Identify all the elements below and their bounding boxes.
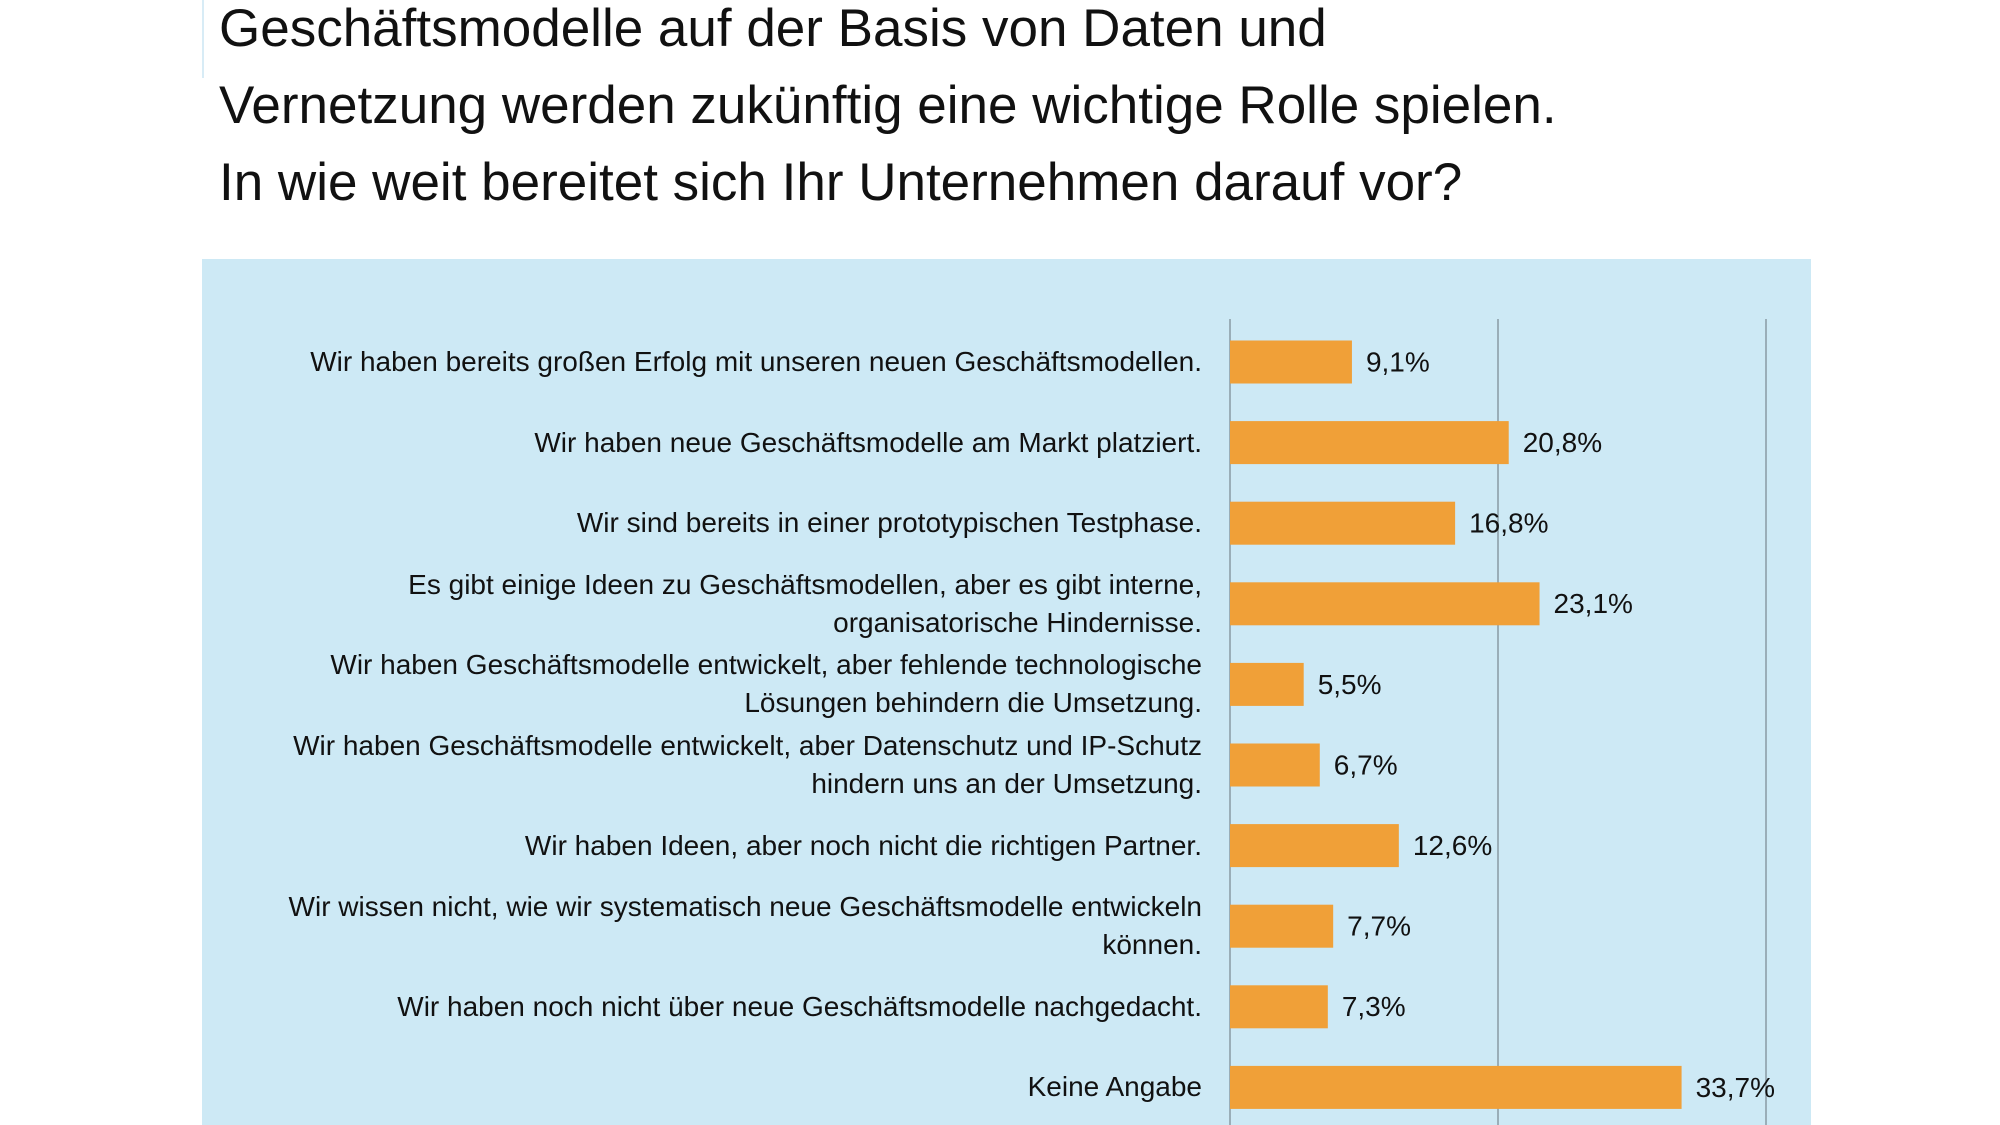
category-label: Wir haben neue Geschäftsmodelle am Markt… bbox=[534, 426, 1202, 458]
value-label: 12,6% bbox=[1413, 830, 1492, 861]
chart-title: Geschäftsmodelle auf der Basis von Daten… bbox=[219, 0, 1557, 221]
category-label: Wir haben bereits großen Erfolg mit unse… bbox=[310, 346, 1202, 377]
value-label: 6,7% bbox=[1334, 749, 1398, 780]
value-label: 33,7% bbox=[1696, 1072, 1775, 1103]
value-label: 9,1% bbox=[1366, 346, 1430, 377]
value-label: 5,5% bbox=[1318, 669, 1382, 700]
category-label: Wir haben Ideen, aber noch nicht die ric… bbox=[524, 829, 1202, 861]
bar bbox=[1230, 1065, 1682, 1109]
bar bbox=[1230, 501, 1456, 545]
title-line: In wie weit bereitet sich Ihr Unternehme… bbox=[219, 153, 1463, 212]
value-label: 16,8% bbox=[1469, 508, 1548, 539]
edge-line bbox=[202, 0, 204, 78]
bar bbox=[1230, 985, 1328, 1029]
category-label: Wir haben Geschäftsmodelle entwickelt, a… bbox=[330, 649, 1202, 719]
category-label: Es gibt einige Ideen zu Geschäftsmodelle… bbox=[408, 568, 1202, 638]
bar bbox=[1230, 421, 1509, 465]
value-label: 20,8% bbox=[1523, 427, 1602, 458]
value-label: 7,3% bbox=[1342, 991, 1406, 1022]
category-label: Wir haben noch nicht über neue Geschäfts… bbox=[397, 990, 1202, 1022]
bar bbox=[1230, 824, 1399, 868]
value-label: 7,7% bbox=[1347, 911, 1411, 942]
bar bbox=[1230, 582, 1540, 626]
value-label: 23,1% bbox=[1554, 588, 1633, 619]
title-line: Vernetzung werden zukünftig eine wichtig… bbox=[219, 76, 1557, 135]
category-label: Keine Angabe bbox=[1027, 1071, 1202, 1103]
bar bbox=[1230, 904, 1334, 948]
category-label: Wir haben Geschäftsmodelle entwickelt, a… bbox=[293, 730, 1202, 799]
bar bbox=[1230, 662, 1304, 706]
bar bbox=[1230, 340, 1352, 384]
chart-panel bbox=[202, 259, 1811, 1125]
category-label: Wir sind bereits in einer prototypischen… bbox=[576, 507, 1202, 539]
bar bbox=[1230, 743, 1320, 787]
title-line: Geschäftsmodelle auf der Basis von Daten… bbox=[219, 0, 1327, 58]
category-label: Wir wissen nicht, wie wir systematisch n… bbox=[288, 891, 1202, 961]
